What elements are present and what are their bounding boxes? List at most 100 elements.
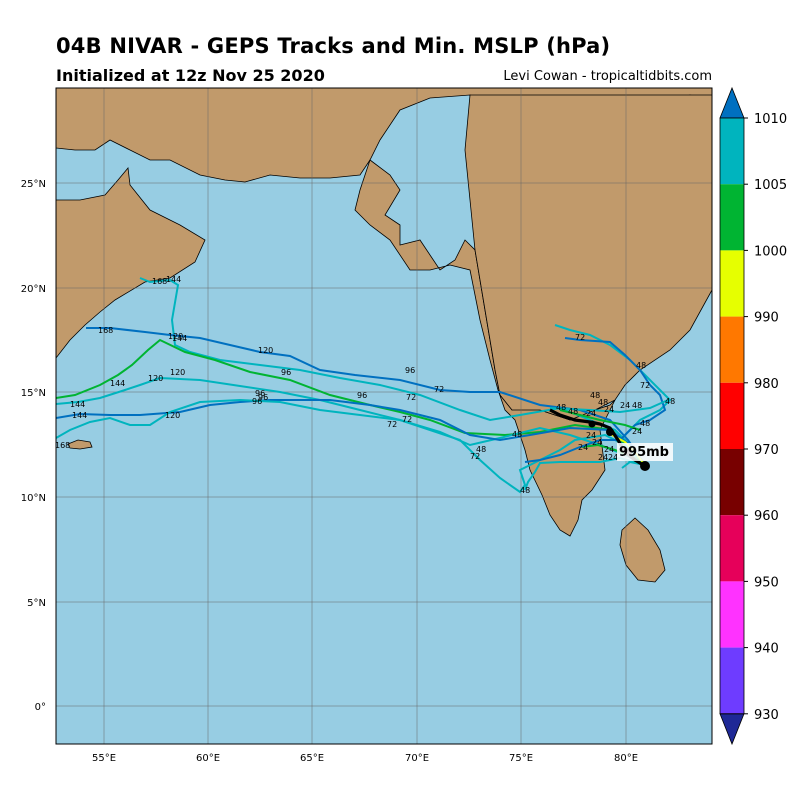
svg-text:72: 72 bbox=[406, 393, 416, 402]
colorbar-segment bbox=[720, 449, 744, 516]
svg-text:24: 24 bbox=[604, 405, 614, 414]
svg-text:120: 120 bbox=[170, 368, 185, 377]
svg-text:120: 120 bbox=[168, 332, 183, 341]
colorbar-segment bbox=[720, 316, 744, 383]
svg-text:60°E: 60°E bbox=[196, 753, 220, 764]
svg-text:10°N: 10°N bbox=[21, 493, 46, 504]
map-frame bbox=[55, 87, 713, 745]
lat-tick-labels: 25°N 20°N 15°N 10°N 5°N 0° bbox=[21, 179, 46, 713]
svg-text:20°N: 20°N bbox=[21, 284, 46, 295]
track bbox=[564, 337, 667, 441]
colorbar-tick-label: 960 bbox=[754, 509, 779, 524]
svg-text:24: 24 bbox=[586, 409, 596, 418]
colorbar-segment bbox=[720, 581, 744, 648]
svg-text:5°N: 5°N bbox=[27, 598, 46, 609]
colorbar-segment bbox=[720, 118, 744, 185]
colorbar-segment bbox=[720, 382, 744, 449]
svg-text:15°N: 15°N bbox=[21, 388, 46, 399]
colorbar-tick-label: 1000 bbox=[754, 244, 787, 259]
svg-text:24: 24 bbox=[608, 453, 618, 462]
svg-text:48: 48 bbox=[512, 430, 522, 439]
ensemble-tracks bbox=[56, 277, 672, 494]
svg-text:96: 96 bbox=[405, 366, 415, 375]
land-sri-lanka bbox=[619, 517, 666, 583]
svg-text:65°E: 65°E bbox=[300, 753, 324, 764]
current-position-marker bbox=[640, 461, 650, 471]
svg-text:48: 48 bbox=[520, 486, 530, 495]
svg-text:70°E: 70°E bbox=[405, 753, 429, 764]
svg-text:72: 72 bbox=[434, 385, 444, 394]
svg-text:24: 24 bbox=[592, 438, 602, 447]
svg-text:55°E: 55°E bbox=[92, 753, 116, 764]
track bbox=[56, 338, 646, 466]
svg-text:96: 96 bbox=[255, 389, 265, 398]
svg-text:24: 24 bbox=[604, 445, 614, 454]
colorbar-tick-label: 990 bbox=[754, 311, 779, 326]
track bbox=[56, 398, 646, 494]
colorbar-tick-label: 950 bbox=[754, 575, 779, 590]
colorbar-tick-label: 1010 bbox=[754, 112, 787, 127]
credit: Levi Cowan - tropicaltidbits.com bbox=[503, 69, 712, 84]
svg-text:144: 144 bbox=[72, 411, 87, 420]
colorbar-segment bbox=[720, 647, 744, 714]
track bbox=[524, 456, 646, 491]
svg-text:24: 24 bbox=[632, 427, 642, 436]
track bbox=[524, 439, 620, 463]
svg-text:24: 24 bbox=[620, 401, 630, 410]
track bbox=[549, 399, 669, 414]
colorbar-segment bbox=[720, 250, 744, 317]
svg-text:144: 144 bbox=[166, 275, 181, 284]
svg-text:48: 48 bbox=[636, 361, 646, 370]
svg-text:25°N: 25°N bbox=[21, 179, 46, 190]
svg-text:96: 96 bbox=[357, 391, 367, 400]
current-pressure-label: 995mb bbox=[619, 445, 669, 460]
pressure-label-bg bbox=[617, 443, 673, 461]
svg-text:0°: 0° bbox=[35, 702, 46, 713]
svg-text:168: 168 bbox=[98, 326, 113, 335]
colorbar-tick-label: 940 bbox=[754, 642, 779, 657]
svg-text:48: 48 bbox=[632, 401, 642, 410]
svg-text:168: 168 bbox=[55, 441, 70, 450]
svg-text:80°E: 80°E bbox=[614, 753, 638, 764]
track-hour-labels: 72 48 72 48 48 48 48 48 24 24 48 24 48 2… bbox=[55, 275, 675, 495]
chart-title: 04B NIVAR - GEPS Tracks and Min. MSLP (h… bbox=[56, 34, 611, 58]
svg-text:96: 96 bbox=[258, 393, 268, 402]
colorbar-tick-label: 930 bbox=[754, 708, 779, 723]
svg-text:120: 120 bbox=[148, 374, 163, 383]
svg-text:144: 144 bbox=[110, 379, 125, 388]
svg-text:96: 96 bbox=[252, 397, 262, 406]
colorbar-tick-label: 980 bbox=[754, 377, 779, 392]
svg-text:75°E: 75°E bbox=[509, 753, 533, 764]
svg-text:72: 72 bbox=[402, 415, 412, 424]
land-oman bbox=[56, 167, 206, 359]
colorbar-segment bbox=[720, 184, 744, 251]
svg-text:48: 48 bbox=[598, 398, 608, 407]
colorbar-extend-bottom bbox=[719, 713, 745, 746]
svg-text:48: 48 bbox=[568, 407, 578, 416]
colorbar-tick-label: 1005 bbox=[754, 178, 787, 193]
svg-text:48: 48 bbox=[476, 445, 486, 454]
svg-text:72: 72 bbox=[387, 420, 397, 429]
svg-text:48: 48 bbox=[640, 419, 650, 428]
land-india-east bbox=[464, 94, 712, 421]
svg-text:48: 48 bbox=[556, 403, 566, 412]
svg-text:72: 72 bbox=[640, 381, 650, 390]
land-socotra bbox=[67, 439, 93, 450]
colorbar-segment bbox=[720, 515, 744, 582]
init-time: Initialized at 12z Nov 25 2020 bbox=[56, 66, 325, 85]
svg-text:144: 144 bbox=[172, 334, 187, 343]
svg-text:120: 120 bbox=[258, 346, 273, 355]
track bbox=[56, 376, 646, 466]
land-india bbox=[354, 159, 616, 537]
colorbar-extend-top bbox=[719, 86, 745, 119]
track bbox=[559, 409, 641, 431]
svg-text:24: 24 bbox=[578, 443, 588, 452]
svg-text:120: 120 bbox=[165, 411, 180, 420]
colorbar-tick-label: 970 bbox=[754, 443, 779, 458]
svg-text:144: 144 bbox=[70, 400, 85, 409]
svg-text:48: 48 bbox=[665, 397, 675, 406]
track bbox=[56, 399, 646, 466]
svg-text:48: 48 bbox=[590, 391, 600, 400]
